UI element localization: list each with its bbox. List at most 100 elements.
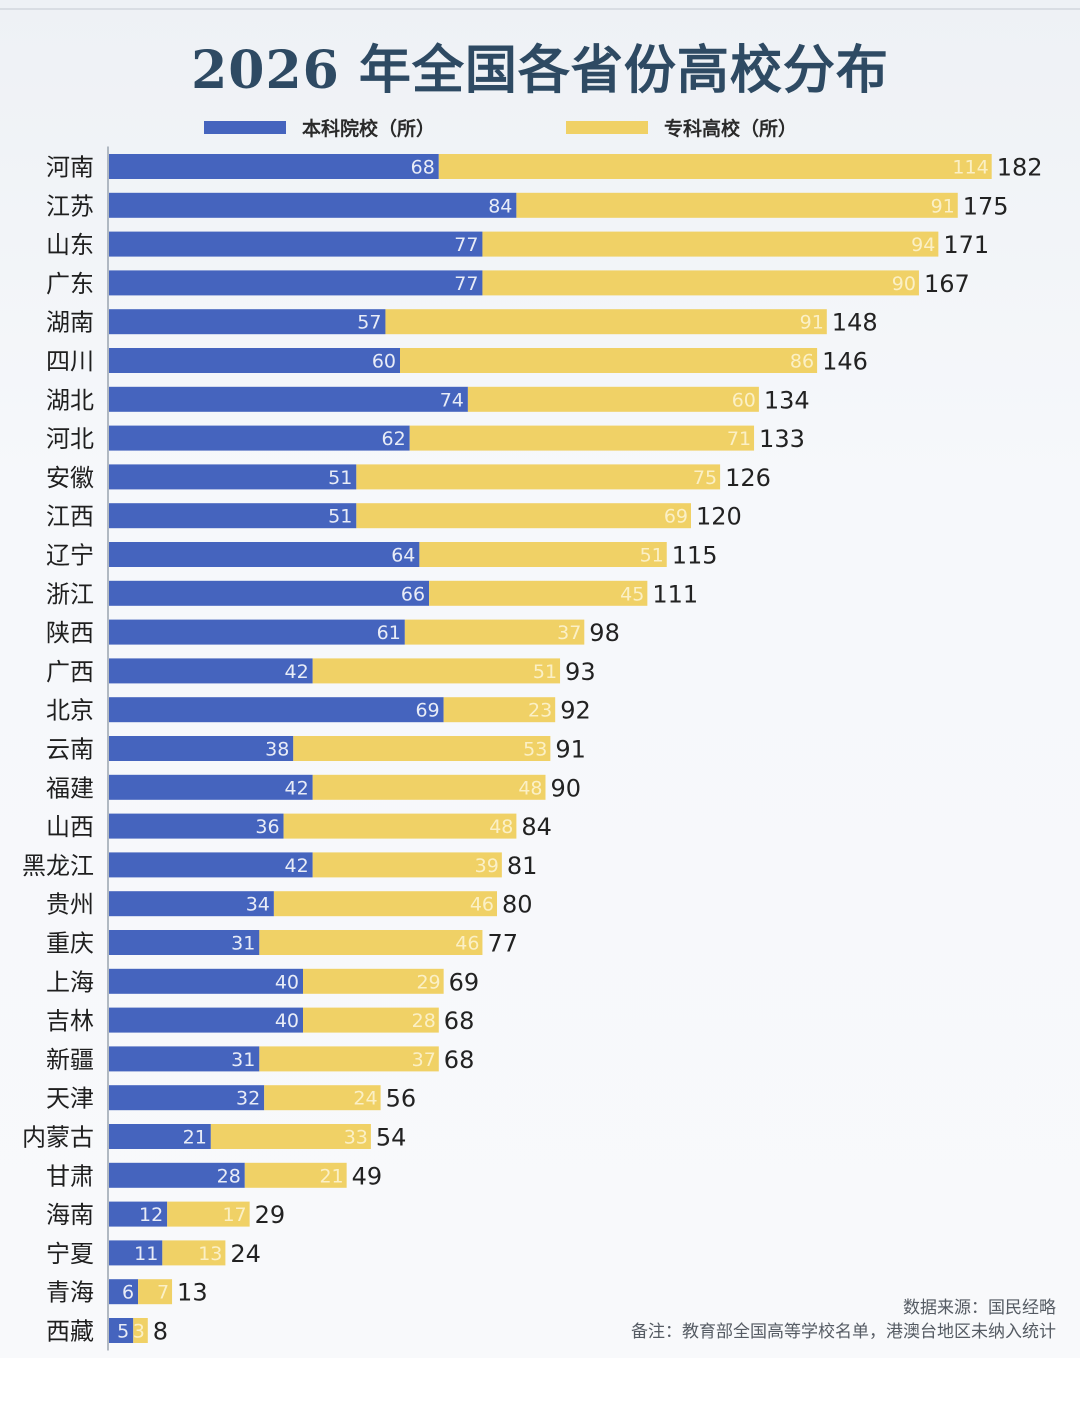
category-label: 上海 <box>46 968 94 996</box>
bar-junior <box>303 968 444 994</box>
value-label-junior: 21 <box>319 1165 343 1187</box>
category-label: 重庆 <box>46 930 94 958</box>
category-label: 湖南 <box>46 309 94 337</box>
value-label-undergrad: 74 <box>440 389 464 411</box>
value-label-undergrad: 36 <box>255 816 279 838</box>
bar-undergrad <box>109 270 483 296</box>
bar-junior <box>438 154 992 179</box>
value-label-undergrad: 6 <box>122 1282 134 1304</box>
total-label: 126 <box>725 464 771 492</box>
bar-junior <box>443 697 556 723</box>
value-label-junior: 114 <box>952 157 988 179</box>
legend-junior-swatch <box>566 120 648 134</box>
total-label: 29 <box>255 1201 286 1229</box>
category-label: 甘肃 <box>46 1162 94 1190</box>
bar-junior <box>404 619 585 645</box>
value-label-junior: 71 <box>727 428 751 450</box>
bar-undergrad <box>109 1201 168 1227</box>
bar-undergrad <box>109 1279 139 1305</box>
category-label: 四川 <box>46 348 94 376</box>
bar-undergrad <box>109 930 260 955</box>
category-label: 广西 <box>46 658 94 686</box>
value-label-undergrad: 64 <box>391 545 415 567</box>
total-label: 93 <box>565 658 596 686</box>
bottom-strip <box>0 1358 1080 1401</box>
source-note: 数据来源：国民经略 <box>903 1298 1056 1318</box>
value-label-undergrad: 5 <box>117 1321 129 1343</box>
category-label: 西藏 <box>46 1318 94 1346</box>
total-label: 146 <box>822 348 868 376</box>
bar-junior <box>312 658 561 684</box>
total-label: 148 <box>832 309 878 337</box>
value-label-undergrad: 68 <box>411 157 435 179</box>
value-label-junior: 91 <box>931 195 955 217</box>
category-label: 海南 <box>46 1201 94 1229</box>
total-label: 182 <box>997 154 1043 182</box>
category-label: 北京 <box>46 697 94 725</box>
category-label: 江西 <box>46 503 94 531</box>
total-label: 56 <box>386 1085 417 1113</box>
value-label-junior: 24 <box>353 1088 377 1110</box>
bar-junior <box>482 270 919 296</box>
category-label: 宁夏 <box>46 1240 94 1268</box>
bar-undergrad <box>109 1007 303 1033</box>
category-label: 内蒙古 <box>22 1124 94 1152</box>
total-label: 80 <box>502 891 533 919</box>
category-label: 安徽 <box>46 464 94 492</box>
value-label-junior: 53 <box>523 739 547 761</box>
category-label: 山西 <box>46 813 94 841</box>
bar-undergrad <box>109 968 303 994</box>
category-label: 福建 <box>46 774 94 802</box>
bar-undergrad <box>109 464 357 490</box>
category-label: 河南 <box>46 154 94 182</box>
bar-undergrad <box>109 154 439 179</box>
value-label-junior: 51 <box>640 545 664 567</box>
value-label-undergrad: 62 <box>382 428 406 450</box>
value-label-junior: 29 <box>416 971 440 993</box>
category-label: 河北 <box>46 425 94 453</box>
bar-undergrad <box>109 658 313 684</box>
category-label: 广东 <box>46 270 94 298</box>
bar-junior <box>419 542 667 567</box>
bar-undergrad <box>109 348 400 373</box>
category-label: 江苏 <box>46 192 94 220</box>
bar-junior <box>482 231 939 257</box>
value-label-junior: 46 <box>470 894 494 916</box>
value-label-junior: 46 <box>455 933 479 955</box>
bar-junior <box>259 930 483 955</box>
value-label-junior: 39 <box>475 855 499 877</box>
total-label: 77 <box>487 930 518 958</box>
total-label: 133 <box>759 425 805 453</box>
value-label-undergrad: 61 <box>377 622 401 644</box>
category-label: 吉林 <box>46 1007 94 1035</box>
total-label: 68 <box>444 1007 475 1035</box>
total-label: 81 <box>507 852 538 880</box>
bar-junior <box>356 503 691 529</box>
category-label: 新疆 <box>46 1046 94 1074</box>
value-label-undergrad: 11 <box>134 1243 158 1265</box>
category-label: 贵州 <box>46 891 94 919</box>
value-label-undergrad: 60 <box>372 351 396 373</box>
bar-undergrad <box>109 231 483 257</box>
bar-undergrad <box>109 813 284 839</box>
bar-undergrad <box>109 736 294 761</box>
bar-junior <box>133 1318 148 1343</box>
category-label: 黑龙江 <box>22 852 94 880</box>
value-label-junior: 48 <box>489 816 513 838</box>
value-label-undergrad: 38 <box>265 739 289 761</box>
value-label-undergrad: 31 <box>231 1049 255 1071</box>
bar-undergrad <box>109 1162 245 1188</box>
value-label-undergrad: 42 <box>285 855 309 877</box>
value-label-undergrad: 42 <box>285 661 309 683</box>
value-label-junior: 94 <box>911 234 935 256</box>
value-label-junior: 90 <box>892 273 916 295</box>
bar-undergrad <box>109 697 444 723</box>
total-label: 8 <box>153 1318 168 1346</box>
total-label: 115 <box>672 542 718 570</box>
value-label-undergrad: 40 <box>275 971 299 993</box>
value-label-junior: 33 <box>344 1127 368 1149</box>
legend-undergrad-swatch <box>204 120 286 134</box>
value-label-junior: 3 <box>133 1321 145 1343</box>
